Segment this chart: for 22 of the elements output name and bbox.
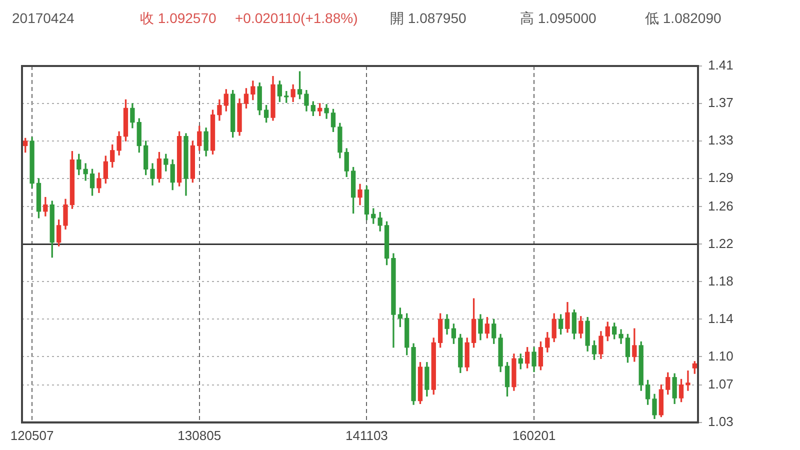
y-tick-label: 1.07 (708, 376, 734, 392)
y-tick-label: 1.10 (708, 348, 734, 364)
text: 低 1.082090 (645, 10, 722, 28)
candlestick (686, 370, 690, 391)
y-tick-label: 1.26 (708, 198, 734, 214)
text: +0.020110(+1.88%) (235, 10, 358, 26)
y-tick-label: 1.29 (708, 170, 734, 186)
text: 20170424 (12, 10, 74, 26)
text: 開 1.087950 (390, 10, 466, 28)
y-tick-label: 1.41 (708, 58, 734, 73)
y-tick-label: 1.18 (708, 273, 734, 288)
y-tick-label: 1.33 (708, 132, 734, 148)
text: 高 1.095000 (520, 10, 596, 28)
y-tick-label: 1.22 (708, 236, 734, 251)
y-tick-label: 1.03 (708, 414, 734, 429)
x-tick-label: 141103 (345, 428, 388, 443)
x-tick-label: 130805 (178, 428, 222, 443)
y-tick-label: 1.14 (708, 310, 734, 326)
text: 收 1.092570 (140, 10, 216, 28)
x-tick-label: 160201 (512, 428, 556, 443)
x-tick-label: 120507 (10, 428, 54, 443)
y-tick-label: 1.37 (708, 95, 734, 110)
